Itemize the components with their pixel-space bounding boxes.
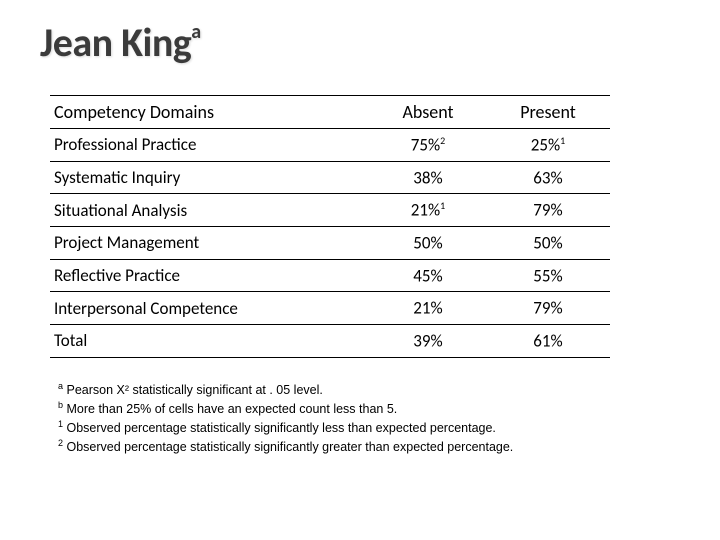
row-label: Interpersonal Competence bbox=[50, 292, 370, 325]
present-cell: 61% bbox=[490, 324, 610, 357]
row-label: Reflective Practice bbox=[50, 259, 370, 292]
page-title: Jean Kinga bbox=[40, 18, 680, 67]
col-header-domains: Competency Domains bbox=[50, 96, 370, 129]
row-label: Professional Practice bbox=[50, 129, 370, 162]
footnote-line: 2 Observed percentage statistically sign… bbox=[58, 437, 680, 456]
footnote-text: Pearson X² statistically significant at … bbox=[63, 383, 323, 397]
absent-cell: 45% bbox=[370, 259, 490, 292]
footnote-text: Observed percentage statistically signif… bbox=[63, 421, 496, 435]
footnote-line: 1 Observed percentage statistically sign… bbox=[58, 418, 680, 437]
absent-cell: 38% bbox=[370, 161, 490, 194]
absent-value: 38% bbox=[413, 167, 442, 188]
absent-value: 39% bbox=[413, 331, 442, 352]
footnote-text: Observed percentage statistically signif… bbox=[63, 440, 513, 454]
col-header-present: Present bbox=[490, 96, 610, 129]
table-row: Professional Practice 75%2 25%1 bbox=[50, 129, 610, 162]
title-text: Jean King bbox=[40, 18, 191, 67]
table-row: Situational Analysis 21%1 79% bbox=[50, 194, 610, 227]
table-header-row: Competency Domains Absent Present bbox=[50, 96, 610, 129]
table-row: Reflective Practice 45% 55% bbox=[50, 259, 610, 292]
present-value: 63% bbox=[533, 167, 562, 188]
table-row: Project Management 50% 50% bbox=[50, 226, 610, 259]
absent-sup: 1 bbox=[440, 199, 445, 212]
row-label: Total bbox=[50, 324, 370, 357]
present-value: 79% bbox=[533, 200, 562, 221]
present-cell: 79% bbox=[490, 292, 610, 325]
absent-sup: 2 bbox=[440, 134, 445, 147]
col-header-absent: Absent bbox=[370, 96, 490, 129]
slide-container: Jean Kinga Competency Domains Absent Pre… bbox=[0, 0, 720, 476]
row-label: Situational Analysis bbox=[50, 194, 370, 227]
present-sup: 1 bbox=[560, 134, 565, 147]
present-cell: 25%1 bbox=[490, 129, 610, 162]
present-value: 25% bbox=[531, 135, 560, 156]
present-value: 79% bbox=[533, 298, 562, 319]
table-row: Interpersonal Competence 21% 79% bbox=[50, 292, 610, 325]
footnotes: a Pearson X² statistically significant a… bbox=[58, 380, 680, 456]
absent-value: 50% bbox=[413, 233, 442, 254]
row-label: Project Management bbox=[50, 226, 370, 259]
present-value: 55% bbox=[533, 265, 562, 286]
absent-cell: 50% bbox=[370, 226, 490, 259]
absent-value: 75% bbox=[411, 135, 440, 156]
title-superscript: a bbox=[191, 20, 200, 44]
present-cell: 55% bbox=[490, 259, 610, 292]
absent-value: 21% bbox=[413, 298, 442, 319]
absent-cell: 21% bbox=[370, 292, 490, 325]
absent-cell: 39% bbox=[370, 324, 490, 357]
absent-cell: 21%1 bbox=[370, 194, 490, 227]
present-cell: 50% bbox=[490, 226, 610, 259]
competency-table: Competency Domains Absent Present Profes… bbox=[50, 95, 610, 358]
present-value: 50% bbox=[533, 233, 562, 254]
present-cell: 63% bbox=[490, 161, 610, 194]
footnote-line: a Pearson X² statistically significant a… bbox=[58, 380, 680, 399]
table-row: Total 39% 61% bbox=[50, 324, 610, 357]
present-value: 61% bbox=[533, 331, 562, 352]
absent-value: 21% bbox=[411, 200, 440, 221]
footnote-text: More than 25% of cells have an expected … bbox=[63, 402, 397, 416]
table-row: Systematic Inquiry 38% 63% bbox=[50, 161, 610, 194]
absent-value: 45% bbox=[413, 265, 442, 286]
absent-cell: 75%2 bbox=[370, 129, 490, 162]
footnote-line: b More than 25% of cells have an expecte… bbox=[58, 399, 680, 418]
row-label: Systematic Inquiry bbox=[50, 161, 370, 194]
present-cell: 79% bbox=[490, 194, 610, 227]
